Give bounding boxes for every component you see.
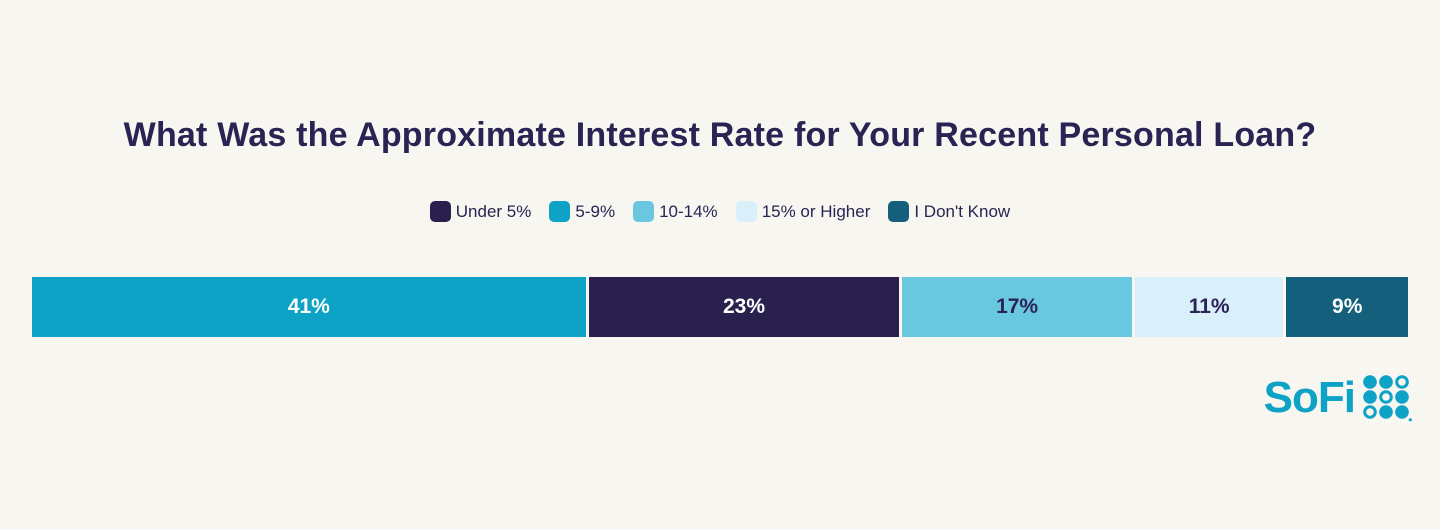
sofi-dot-grid-icon <box>1363 375 1412 422</box>
legend-item: Under 5% <box>429 201 532 222</box>
legend: Under 5% 5-9% 10-14% 15% or Higher I Don't K… <box>0 201 1440 222</box>
legend-label: Under 5% <box>455 201 532 221</box>
legend-swatch <box>429 201 451 222</box>
legend-swatch <box>549 201 571 222</box>
trademark-dot <box>1408 418 1412 422</box>
legend-item: 15% or Higher <box>735 201 871 222</box>
legend-item: I Don't Know <box>888 201 1010 222</box>
bar-segment: 9% <box>1286 277 1408 337</box>
legend-label: I Don't Know <box>914 201 1011 221</box>
legend-label: 5-9% <box>575 201 616 221</box>
legend-swatch <box>735 201 757 222</box>
stacked-bar: 41% 23% 17% 11% 9% <box>32 277 1408 337</box>
bar-segment: 41% <box>32 277 586 337</box>
legend-swatch <box>888 201 910 222</box>
sofi-logo-text: SoFi <box>1263 373 1356 422</box>
sofi-logo: SoFi <box>1264 374 1412 422</box>
legend-swatch <box>633 201 655 222</box>
legend-label: 15% or Higher <box>761 201 871 221</box>
chart-title: What Was the Approximate Interest Rate f… <box>123 116 1317 154</box>
legend-item: 5-9% <box>549 201 615 222</box>
bar-segment: 11% <box>1134 277 1284 337</box>
bar-segment: 17% <box>902 277 1132 337</box>
bar-segment: 23% <box>588 277 900 337</box>
legend-item: 10-14% <box>633 201 718 222</box>
legend-label: 10-14% <box>659 201 718 221</box>
